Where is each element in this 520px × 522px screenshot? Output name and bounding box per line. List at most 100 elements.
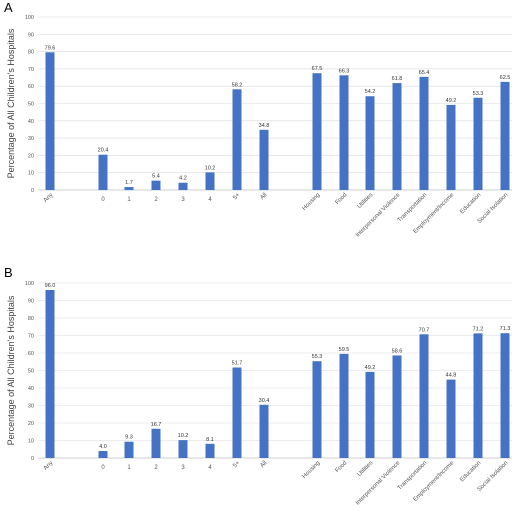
panel-a-bar (500, 81, 510, 190)
panel-a-bar (446, 104, 456, 190)
panel-b-bar (500, 333, 510, 458)
panel-b-bar (98, 451, 108, 458)
panel-b-y-tick-label: 80 (28, 316, 34, 322)
panel-a-bar-value-label: 4.2 (179, 176, 187, 182)
panel-b-x-tick-label: 5+ (232, 460, 241, 469)
panel-a-bar (45, 52, 55, 191)
panel-a-bar-value-label: 79.6 (45, 45, 56, 51)
panel-b-x-tick-label: Any (43, 460, 55, 472)
panel-a-bar (124, 187, 134, 190)
panel-a-bar-value-label: 67.5 (312, 66, 323, 72)
panel-b-bar (45, 290, 55, 458)
panel-a-y-tick-label: 90 (28, 32, 34, 38)
panel-a-bar-value-label: 10.2 (205, 165, 216, 171)
panel-a-y-tick-label: 70 (28, 67, 34, 73)
panel-b-y-tick-label: 100 (25, 281, 34, 287)
panel-b-bar (473, 333, 483, 458)
panel-b-bar-value-label: 51.7 (232, 361, 243, 367)
panel-b-x-tick-label: 2 (154, 465, 158, 471)
panel-a-bar (419, 76, 429, 190)
panel-a-x-tick-label: 3 (181, 197, 185, 203)
panel-a-bar-value-label: 1.7 (125, 180, 133, 186)
panel-b-bar (339, 353, 349, 458)
panel-a-y-tick-label: 20 (28, 153, 34, 159)
panel-a-bar-value-label: 34.8 (259, 123, 270, 129)
panel-a-bar (312, 73, 322, 190)
panel-b-x-tick-label: Food (334, 460, 348, 474)
panel-b-x-tick-label: 3 (181, 465, 185, 471)
panel-a-y-axis-label: Percentage of All Children's Hospitals (6, 28, 16, 178)
panel-b-bar-value-label: 59.5 (339, 347, 350, 353)
panel-a-x-tick-label: Housing (302, 192, 322, 212)
panel-b-bar (312, 361, 322, 458)
panel-a-bar (392, 83, 402, 190)
panel-b-y-tick-label: 10 (28, 439, 34, 445)
panel-a-bar-value-label: 62.5 (500, 75, 511, 81)
panel-b-bar (446, 379, 456, 458)
panel-a-bar (178, 182, 188, 190)
panel-a-y-tick-label: 30 (28, 136, 34, 142)
panel-b-bar (259, 404, 269, 458)
panel-a-x-tick-label: Education (459, 192, 482, 215)
panel-b-y-tick-label: 50 (28, 369, 34, 375)
panel-a-y-tick-label: 60 (28, 84, 34, 90)
panel-a-bar (365, 96, 375, 190)
panel-a-bar (98, 154, 108, 190)
panel-b-x-tick-label: All (259, 460, 268, 469)
panel-a-x-tick-label: 0 (101, 197, 105, 203)
panel-a-bar (259, 129, 269, 190)
panel-b-bar-value-label: 44.8 (446, 373, 457, 379)
panel-b-bar-value-label: 16.7 (151, 422, 162, 428)
panel-b-letter: B (4, 265, 13, 280)
panel-a-bar-value-label: 61.8 (392, 76, 403, 82)
panel-b-x-tick-label: Education (459, 460, 482, 483)
panel-a-bar (151, 180, 161, 190)
panel-b-bar-value-label: 96.0 (45, 283, 56, 289)
panel-b-y-tick-label: 30 (28, 404, 34, 410)
panel-b-bar-value-label: 8.1 (206, 437, 214, 443)
panel-b-x-tick-label: Interpersonal Violence (355, 460, 402, 507)
panel-a-bar-value-label: 49.2 (446, 98, 457, 104)
panel-b-bar (419, 334, 429, 458)
panel-b-y-tick-label: 70 (28, 334, 34, 340)
panel-a-x-tick-label: 2 (154, 197, 158, 203)
panel-a-bar-value-label: 20.4 (98, 148, 109, 154)
panel-b-y-axis-label: Percentage of All Children's Hospitals (6, 295, 16, 445)
panel-a-bar-value-label: 58.2 (232, 82, 243, 88)
panel-a-x-tick-label: 1 (127, 197, 131, 203)
panel-a-bar-value-label: 53.3 (473, 91, 484, 97)
panel-b-bar-value-label: 58.6 (392, 348, 403, 354)
panel-b-x-tick-label: 4 (208, 465, 212, 471)
panel-a-bar (205, 172, 215, 190)
panel-a-x-tick-label: All (259, 192, 268, 201)
panel-a-y-tick-label: 50 (28, 102, 34, 108)
panel-b-bar-value-label: 49.2 (365, 365, 376, 371)
panel-b-bar (365, 371, 375, 458)
panel-a-x-tick-label: Interpersonal Violence (355, 192, 402, 239)
panel-a-y-tick-label: 10 (28, 171, 34, 177)
panel-b-bar-value-label: 71.3 (500, 326, 511, 332)
panel-a-bar-value-label: 66.3 (339, 68, 350, 74)
panel-b-bar (178, 440, 188, 458)
panel-b-bar-value-label: 10.2 (178, 433, 189, 439)
panel-a-y-tick-label: 100 (25, 15, 34, 21)
panel-b-bar-value-label: 9.3 (125, 435, 133, 441)
panel-a-y-tick-label: 80 (28, 50, 34, 56)
panel-b-bar-value-label: 71.2 (473, 326, 484, 332)
panel-a-x-tick-label: Any (43, 192, 55, 204)
panel-b-y-tick-label: 40 (28, 386, 34, 392)
panel-b-bar (392, 355, 402, 458)
panel-a-x-tick-label: Utilities (356, 192, 374, 210)
panel-b-y-tick-label: 90 (28, 299, 34, 305)
panel-b-bar (205, 443, 215, 458)
panel-a-bar-value-label: 65.4 (419, 70, 430, 76)
panel-b-bar-value-label: 4.0 (99, 444, 107, 450)
panel-a-bar (339, 75, 349, 190)
panel-b-x-tick-label: Housing (302, 460, 322, 480)
panel-b-x-tick-label: 1 (127, 465, 131, 471)
panel-a-x-tick-label: Food (334, 192, 348, 206)
panel-a-bar-value-label: 54.2 (365, 89, 376, 95)
